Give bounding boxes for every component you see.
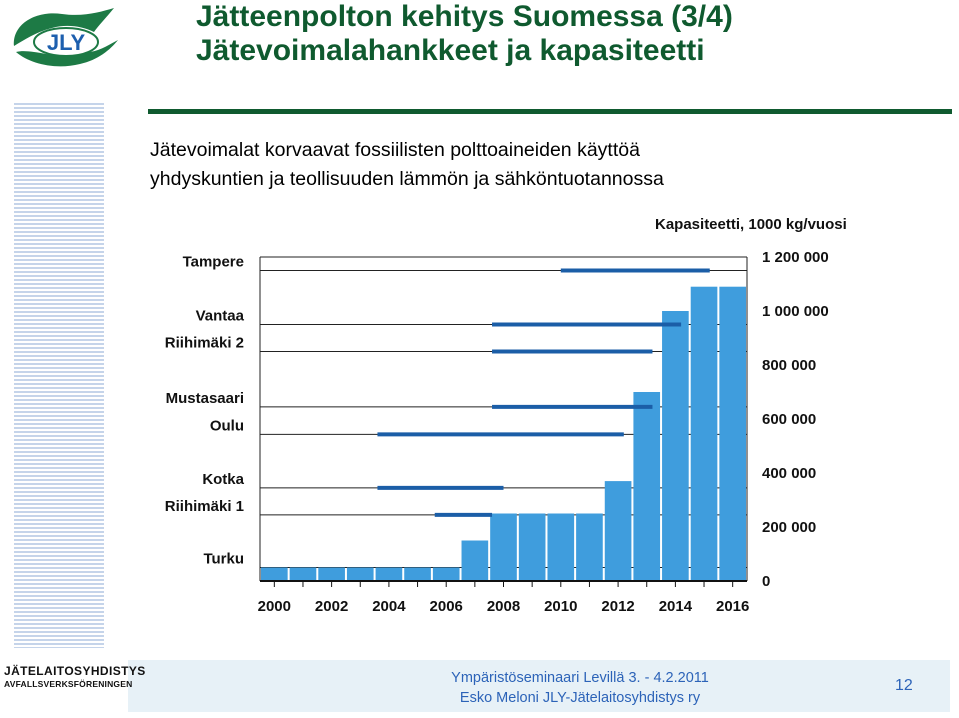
x-tick-label: 2012 xyxy=(601,598,634,615)
x-tick-label: 2010 xyxy=(544,598,577,615)
bar xyxy=(604,481,632,581)
project-label: Tampere xyxy=(183,254,244,271)
footer-text: Ympäristöseminaari Levillä 3. - 4.2.2011… xyxy=(420,668,740,708)
decorative-stripe xyxy=(14,103,104,648)
project-label: Turku xyxy=(203,551,244,568)
x-tick-label: 2008 xyxy=(487,598,520,615)
y-tick-label: 600 000 xyxy=(762,411,816,428)
bar xyxy=(346,567,374,581)
x-tick-label: 2002 xyxy=(315,598,348,615)
x-tick-label: 2000 xyxy=(258,598,291,615)
title-divider xyxy=(148,109,952,114)
bar xyxy=(432,567,460,581)
brand-line-2: AVFALLSVERKSFÖRENINGEN xyxy=(4,679,133,689)
project-label: Mustasaari xyxy=(166,390,244,407)
y-tick-label: 400 000 xyxy=(762,465,816,482)
title-line-1: Jätteenpolton kehitys Suomessa (3/4) xyxy=(196,0,733,33)
project-label: Kotka xyxy=(202,471,244,488)
bar xyxy=(662,311,689,581)
subtitle-line-1: Jätevoimalat korvaavat fossiilisten polt… xyxy=(150,139,640,161)
project-label: Riihimäki 1 xyxy=(165,498,244,515)
capacity-chart: 2000 2002 2004 2006 2008 2010 2012 2014 2016 Tamp… xyxy=(165,216,847,615)
y-axis-title: Kapasiteetti, 1000 kg/vuosi xyxy=(655,216,847,233)
brand-name: JÄTELAITOSYHDISTYS AVFALLSVERKSFÖRENINGE… xyxy=(4,664,146,690)
page-number: 12 xyxy=(895,677,913,694)
y-tick-label: 800 000 xyxy=(762,357,816,374)
bar xyxy=(289,567,317,581)
bar xyxy=(633,392,661,581)
bar xyxy=(318,567,345,581)
footer-band xyxy=(128,660,950,712)
footer-line-2: Esko Meloni JLY-Jätelaitosyhdistys ry xyxy=(459,690,701,706)
y-tick-label: 0 xyxy=(762,573,770,590)
bar xyxy=(404,567,431,581)
project-label: Oulu xyxy=(210,417,244,434)
project-label: Vantaa xyxy=(196,308,245,325)
x-tick-label: 2006 xyxy=(430,598,463,615)
x-tick-label: 2016 xyxy=(716,598,749,615)
x-tick-label: 2004 xyxy=(372,598,406,615)
subtitle: Jätevoimalat korvaavat fossiilisten polt… xyxy=(150,136,664,194)
bar xyxy=(719,286,746,581)
brand-line-1: JÄTELAITOSYHDISTYS xyxy=(4,664,146,678)
bar xyxy=(461,540,489,581)
logo-text: JLY xyxy=(47,30,86,55)
y-tick-label: 1 200 000 xyxy=(762,249,829,266)
x-tick-label: 2014 xyxy=(659,598,693,615)
bar xyxy=(375,567,403,581)
subtitle-line-2: yhdyskuntien ja teollisuuden lämmön ja s… xyxy=(150,168,664,190)
y-tick-label: 1 000 000 xyxy=(762,303,829,320)
bar xyxy=(576,513,603,581)
title-line-2: Jätevoimalahankkeet ja kapasiteetti xyxy=(196,34,705,67)
bar xyxy=(518,513,546,581)
footer-line-1: Ympäristöseminaari Levillä 3. - 4.2.2011 xyxy=(451,670,709,686)
page-title: Jätteenpolton kehitys Suomessa (3/4) Jät… xyxy=(196,0,733,68)
bar xyxy=(690,286,718,581)
y-tick-label: 200 000 xyxy=(762,519,816,536)
project-label: Riihimäki 2 xyxy=(165,335,244,352)
bar xyxy=(490,513,517,581)
bar xyxy=(547,513,575,581)
jly-logo: JLY xyxy=(13,8,118,67)
bar xyxy=(261,567,288,581)
dolphin-icon xyxy=(13,8,118,67)
